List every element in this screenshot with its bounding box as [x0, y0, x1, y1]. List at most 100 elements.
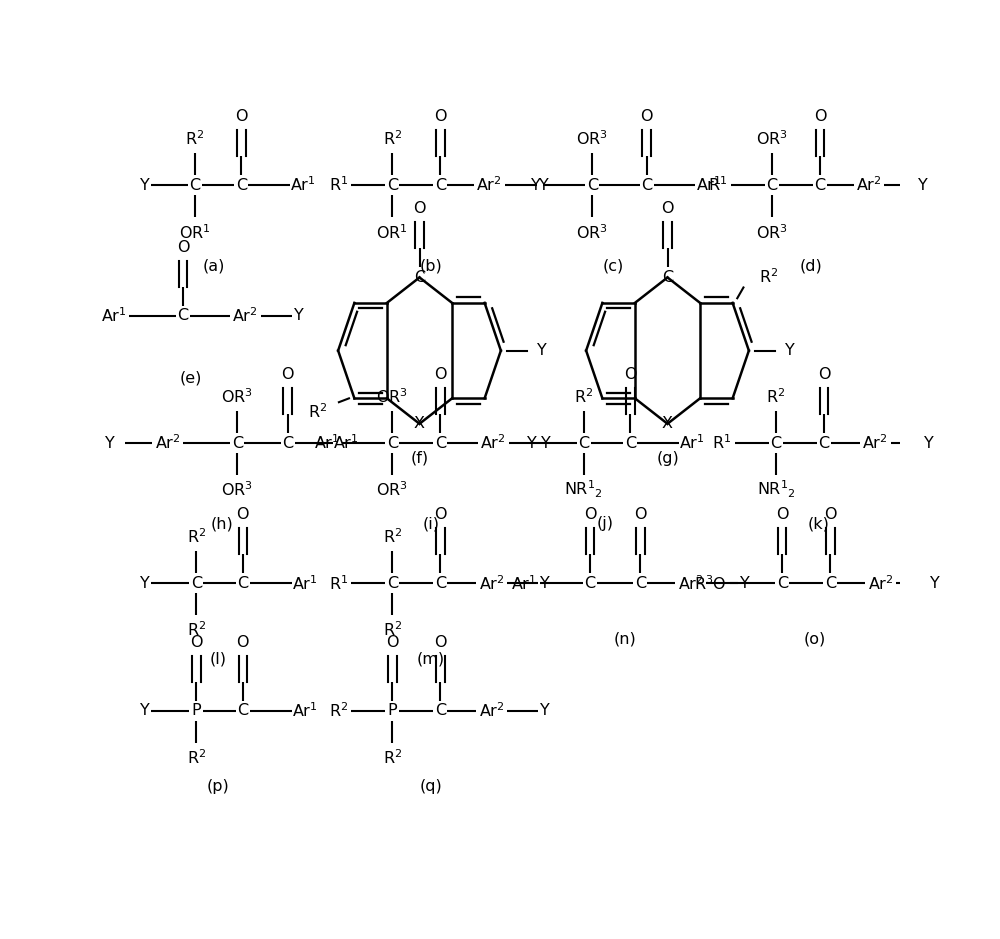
Text: P: P — [388, 703, 397, 718]
Text: $\mathregular{R^1}$: $\mathregular{R^1}$ — [712, 434, 731, 453]
Text: $\mathregular{R^2}$: $\mathregular{R^2}$ — [383, 130, 402, 148]
Text: C: C — [232, 436, 243, 451]
Text: O: O — [640, 109, 653, 124]
Text: $\mathregular{OR^3}$: $\mathregular{OR^3}$ — [756, 130, 788, 148]
Text: $\mathregular{OR^3}$: $\mathregular{OR^3}$ — [221, 480, 253, 499]
Text: Y: Y — [924, 436, 934, 451]
Text: $\mathregular{R^1}$: $\mathregular{R^1}$ — [708, 176, 727, 194]
Text: $\mathregular{Ar^1}$: $\mathregular{Ar^1}$ — [290, 176, 316, 194]
Text: Y: Y — [105, 436, 114, 451]
Text: (o): (o) — [804, 631, 826, 646]
Text: $\mathregular{Ar^2}$: $\mathregular{Ar^2}$ — [856, 176, 882, 194]
Text: Y: Y — [930, 576, 940, 591]
Text: $\mathregular{OR^1}$: $\mathregular{OR^1}$ — [376, 223, 408, 242]
Text: C: C — [625, 436, 636, 451]
Text: $\mathregular{R^2}$: $\mathregular{R^2}$ — [187, 620, 206, 639]
Text: Y: Y — [527, 436, 537, 451]
Text: $\mathregular{R^2}$: $\mathregular{R^2}$ — [383, 528, 402, 546]
Text: $\mathregular{Ar^2}$: $\mathregular{Ar^2}$ — [868, 574, 893, 593]
Text: O: O — [190, 635, 203, 650]
Text: C: C — [578, 436, 589, 451]
Text: (b): (b) — [420, 258, 442, 273]
Text: O: O — [824, 507, 837, 522]
Text: $\mathregular{R^2}$: $\mathregular{R^2}$ — [187, 747, 206, 766]
Text: (h): (h) — [210, 516, 233, 531]
Text: Y: Y — [785, 343, 795, 358]
Text: Y: Y — [537, 343, 547, 358]
Text: C: C — [767, 177, 778, 192]
Text: $\mathregular{R^1}$: $\mathregular{R^1}$ — [329, 574, 348, 593]
Text: O: O — [434, 367, 447, 382]
Text: O: O — [237, 507, 249, 522]
Text: C: C — [387, 177, 398, 192]
Text: X: X — [662, 416, 673, 431]
Text: (e): (e) — [180, 370, 202, 385]
Text: $\mathregular{OR^3}$: $\mathregular{OR^3}$ — [376, 480, 408, 499]
Text: $\mathregular{Ar^1}$: $\mathregular{Ar^1}$ — [292, 574, 318, 593]
Text: O: O — [413, 202, 426, 216]
Text: C: C — [178, 308, 189, 323]
Text: $\mathregular{Ar^2}$: $\mathregular{Ar^2}$ — [476, 176, 502, 194]
Text: C: C — [237, 576, 248, 591]
Text: O: O — [584, 507, 596, 522]
Text: C: C — [770, 436, 782, 451]
Text: (m): (m) — [417, 651, 445, 666]
Text: O: O — [661, 202, 674, 216]
Text: $\mathregular{Ar^2}$: $\mathregular{Ar^2}$ — [862, 434, 888, 453]
Text: C: C — [435, 177, 446, 192]
Text: $\mathregular{Ar^2}$: $\mathregular{Ar^2}$ — [479, 701, 504, 720]
Text: (a): (a) — [203, 258, 225, 273]
Text: C: C — [435, 576, 446, 591]
Text: Y: Y — [140, 703, 149, 718]
Text: C: C — [825, 576, 836, 591]
Text: $\mathregular{OR^3}$: $\mathregular{OR^3}$ — [576, 130, 608, 148]
Text: $\mathregular{R^2}$: $\mathregular{R^2}$ — [185, 130, 204, 148]
Text: C: C — [237, 703, 248, 718]
Text: $\mathregular{R^3O}$: $\mathregular{R^3O}$ — [694, 574, 726, 593]
Text: Y: Y — [740, 576, 750, 591]
Text: $\mathregular{NR^1{}_2}$: $\mathregular{NR^1{}_2}$ — [757, 479, 795, 500]
Text: C: C — [435, 436, 446, 451]
Text: Y: Y — [918, 177, 928, 192]
Text: $\mathregular{R^1}$: $\mathregular{R^1}$ — [329, 176, 348, 194]
Text: Y: Y — [140, 576, 149, 591]
Text: C: C — [662, 269, 673, 285]
Text: $\mathregular{Ar^2}$: $\mathregular{Ar^2}$ — [480, 434, 506, 453]
Text: O: O — [386, 635, 399, 650]
Text: C: C — [282, 436, 293, 451]
Text: O: O — [624, 367, 637, 382]
Text: C: C — [414, 269, 425, 285]
Text: O: O — [177, 240, 189, 254]
Text: (l): (l) — [210, 651, 226, 666]
Text: $\mathregular{R^2}$: $\mathregular{R^2}$ — [383, 747, 402, 766]
Text: (k): (k) — [808, 516, 830, 531]
Text: O: O — [818, 367, 830, 382]
Text: $\mathregular{R^2}$: $\mathregular{R^2}$ — [759, 268, 778, 286]
Text: Y: Y — [540, 703, 550, 718]
Text: (j): (j) — [597, 516, 614, 531]
Text: $\mathregular{OR^3}$: $\mathregular{OR^3}$ — [221, 388, 253, 407]
Text: C: C — [641, 177, 652, 192]
Text: $\mathregular{NR^1{}_2}$: $\mathregular{NR^1{}_2}$ — [564, 479, 603, 500]
Text: C: C — [815, 177, 826, 192]
Text: Y: Y — [539, 177, 548, 192]
Text: O: O — [434, 109, 447, 124]
Text: $\mathregular{Ar^2}$: $\mathregular{Ar^2}$ — [678, 574, 704, 593]
Text: C: C — [635, 576, 646, 591]
Text: $\mathregular{Ar^1}$: $\mathregular{Ar^1}$ — [679, 434, 705, 453]
Text: O: O — [634, 507, 647, 522]
Text: C: C — [387, 436, 398, 451]
Text: O: O — [235, 109, 248, 124]
Text: $\mathregular{Ar^2}$: $\mathregular{Ar^2}$ — [232, 307, 258, 325]
Text: Y: Y — [140, 177, 149, 192]
Text: $\mathregular{Ar^1}$: $\mathregular{Ar^1}$ — [696, 176, 721, 194]
Text: (n): (n) — [614, 631, 636, 646]
Text: Y: Y — [540, 576, 550, 591]
Text: (f): (f) — [410, 451, 429, 466]
Text: C: C — [587, 177, 598, 192]
Text: Y: Y — [541, 436, 551, 451]
Text: $\mathregular{R^2}$: $\mathregular{R^2}$ — [383, 620, 402, 639]
Text: C: C — [236, 177, 247, 192]
Text: C: C — [189, 177, 200, 192]
Text: $\mathregular{Ar^2}$: $\mathregular{Ar^2}$ — [479, 574, 504, 593]
